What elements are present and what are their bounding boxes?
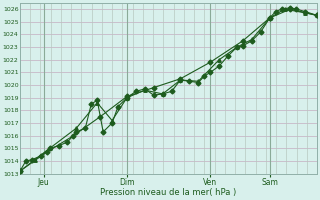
X-axis label: Pression niveau de la mer( hPa ): Pression niveau de la mer( hPa ): [100, 188, 237, 197]
